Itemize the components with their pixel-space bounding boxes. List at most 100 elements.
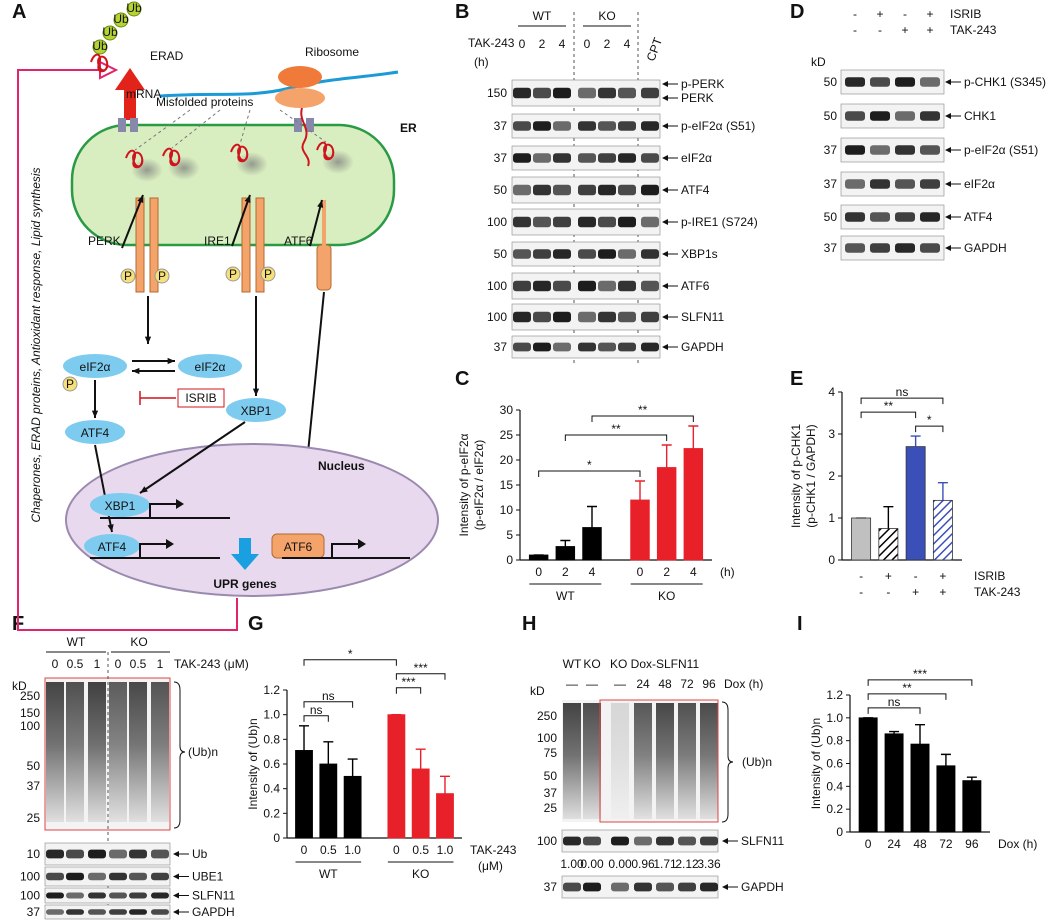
y-tick-label: 0.4: [826, 779, 843, 793]
band-label: p-IRE1 (S724): [681, 215, 758, 229]
kd-marker: 100: [537, 834, 557, 848]
blot-strip: [44, 866, 171, 887]
mrna-label: mRNA: [126, 87, 161, 101]
group-label: WT: [556, 589, 575, 603]
blot-band: [618, 342, 636, 352]
lane-label: —: [586, 677, 598, 691]
error-bar: [299, 725, 310, 751]
blot-band: [895, 179, 915, 189]
gene-arrow: [139, 543, 168, 558]
kd-marker: 37: [544, 786, 558, 800]
bar: [630, 499, 650, 561]
panel-letter: E: [790, 368, 803, 390]
kd-marker: 37: [494, 119, 508, 133]
phospho-label: P: [158, 269, 166, 283]
ub-smear: [88, 682, 106, 822]
significance-label: ns: [322, 689, 335, 703]
label-arrowhead: [173, 892, 179, 899]
sign: +: [876, 7, 883, 21]
label-arrowhead: [662, 187, 668, 193]
band-label: UBE1: [192, 870, 224, 884]
y-tick-label: 1.2: [263, 683, 280, 697]
band-label: GAPDH: [192, 905, 235, 919]
kd-marker: 50: [27, 759, 41, 773]
arrowhead: [176, 499, 184, 509]
panel-letter: C: [455, 368, 469, 390]
quant-label: 2.12: [675, 857, 699, 871]
blot-band: [618, 280, 636, 292]
line: [121, 194, 144, 249]
blot-band: [513, 342, 531, 352]
quant-label: 1.71: [653, 857, 677, 871]
blot-band: [641, 87, 659, 99]
blot-band: [618, 184, 636, 196]
y-tick-label: 0.2: [826, 802, 843, 816]
significance-label: ns: [310, 703, 323, 717]
bar: [905, 446, 926, 561]
eif2a: [178, 354, 242, 378]
blot-band: [618, 311, 636, 323]
blot-band: [598, 249, 616, 259]
label-arrowhead: [662, 123, 668, 129]
significance-bracket: [591, 415, 694, 422]
x-tick-label: 72: [939, 837, 953, 851]
blot-band: [46, 872, 64, 881]
x-tick-label: 48: [913, 837, 927, 851]
band-label: SLFN11: [741, 834, 784, 848]
error-bar: [883, 505, 894, 529]
panel-letter: B: [455, 1, 469, 23]
shadow: [322, 150, 354, 174]
ub-smear: [129, 682, 147, 822]
sensor: [149, 197, 159, 293]
bar: [343, 775, 362, 839]
quant-label: 1.00: [560, 857, 584, 871]
blot-band: [533, 87, 551, 99]
kd-marker: 37: [824, 143, 838, 157]
label-arrowhead: [662, 155, 668, 161]
bar: [295, 750, 313, 839]
significance-bracket: [303, 715, 329, 722]
isrib-label: ISRIB: [185, 391, 216, 405]
blot-band: [656, 882, 674, 892]
lane-label: 4: [559, 37, 566, 51]
kd-marker: 10: [27, 847, 41, 861]
bar: [436, 793, 454, 839]
gene-arrow: [149, 503, 178, 518]
group-label: KO Dox-SLFN11: [610, 657, 699, 671]
atf4: [65, 420, 125, 444]
y-tick-label: 0: [836, 825, 843, 839]
kd-marker: 25: [544, 801, 558, 815]
kd-marker: 50: [494, 183, 508, 197]
band-label: PERK: [681, 91, 714, 105]
ub-bead: [102, 25, 118, 41]
band-label: XBP1s: [681, 247, 718, 261]
y-tick-label: 2: [828, 469, 835, 483]
blot-band: [109, 909, 127, 915]
y-tick-label: 0: [273, 831, 280, 845]
blot-band: [598, 121, 616, 131]
kd-marker: 37: [27, 905, 41, 919]
blot-band: [641, 342, 659, 352]
error-bar: [635, 480, 645, 500]
bar: [528, 554, 549, 561]
blot-band: [920, 111, 940, 121]
blot-band: [151, 849, 169, 859]
nuclear-atf4-label: ATF4: [98, 540, 127, 554]
nuclear-atf4: [84, 534, 140, 558]
blot-band: [641, 311, 659, 323]
label-arrowhead: [173, 851, 179, 857]
band-label: p-eIF2α (S51): [681, 119, 755, 133]
kd-marker: 37: [494, 151, 508, 165]
band-label: p-eIF2α (S51): [964, 143, 1038, 157]
ub-label: (Ub)n: [742, 755, 772, 769]
blot-band: [151, 892, 169, 899]
lane-label: 2: [539, 37, 546, 51]
arrowhead: [167, 357, 175, 365]
y-tick-label: 1: [828, 511, 835, 525]
kd-label: kD: [530, 684, 545, 698]
label-arrowhead: [945, 214, 951, 220]
blot-band: [533, 280, 551, 292]
blot-band: [641, 153, 659, 163]
x-tick-label: 2: [562, 565, 569, 579]
y-tick-label: 30: [500, 403, 514, 417]
